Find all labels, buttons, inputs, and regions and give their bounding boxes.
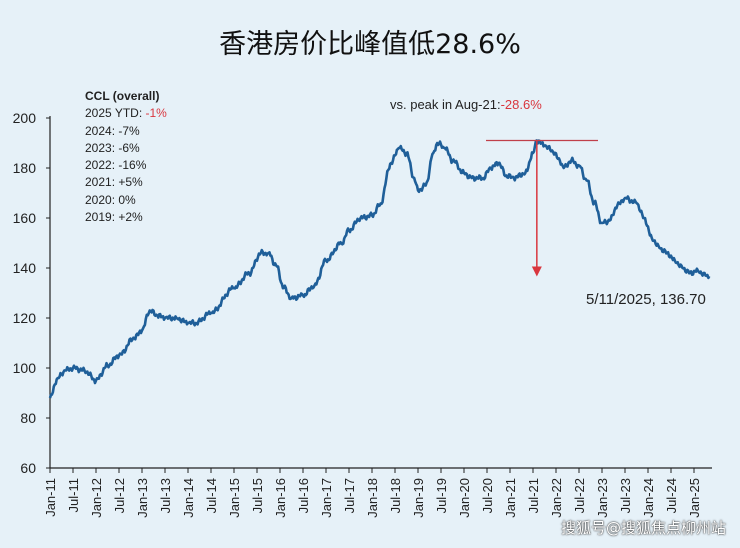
x-tick-label: Jul-16 [296, 478, 311, 513]
legend-row-label: 2024: [85, 123, 119, 138]
x-tick-label: Jul-24 [664, 478, 679, 513]
y-tick-label: 160 [13, 210, 37, 226]
x-tick-label: Jul-11 [66, 478, 81, 512]
x-tick-label: Jul-23 [618, 478, 633, 513]
legend-row-label: 2020: [85, 192, 119, 207]
legend-row: 2025 YTD: -1% [85, 105, 167, 122]
y-tick-label: 180 [13, 160, 37, 176]
legend-row-label: 2019: [85, 210, 119, 225]
x-tick-label: Jul-18 [388, 478, 403, 513]
legend-row-value: +2% [118, 210, 143, 225]
y-tick-label: 120 [13, 310, 37, 326]
x-tick-label: Jan-14 [181, 478, 196, 518]
legend-row-value: -1% [145, 106, 167, 121]
legend-row-label: 2025 YTD: [85, 106, 146, 121]
x-tick-label: Jan-11 [43, 478, 58, 517]
legend-header: CCL (overall) [85, 89, 160, 103]
legend-row-label: 2021: [85, 175, 119, 190]
x-tick-label: Jan-25 [687, 478, 702, 518]
peak-annotation: vs. peak in Aug-21:-28.6% [390, 97, 542, 112]
x-tick-label: Jan-20 [457, 478, 472, 518]
y-tick-label: 100 [13, 360, 37, 376]
y-tick-label: 200 [13, 110, 37, 126]
legend-row: 2024: -7% [85, 123, 167, 140]
last-value-label: 5/11/2025, 136.70 [586, 291, 706, 308]
x-tick-label: Jan-18 [365, 478, 380, 518]
y-tick-label: 80 [20, 410, 36, 426]
peak-value: -28.6% [500, 97, 542, 112]
legend-row-value: -6% [118, 140, 140, 155]
x-tick-label: Jan-16 [273, 478, 288, 518]
x-tick-label: Jan-24 [641, 478, 656, 518]
legend-row-value: 0% [118, 192, 136, 207]
legend-row: 2019: +2% [85, 209, 167, 226]
x-tick-label: Jul-14 [204, 478, 219, 513]
legend-row-label: 2023: [85, 140, 119, 155]
peak-label: vs. peak in Aug-21: [390, 97, 501, 112]
y-tick-label: 140 [13, 260, 37, 276]
legend-row-value: +5% [118, 175, 143, 190]
ccl-line [48, 139, 711, 399]
x-tick-label: Jul-12 [112, 478, 127, 513]
legend-row: 2022: -16% [85, 157, 167, 174]
x-tick-label: Jan-22 [549, 478, 564, 518]
x-tick-label: Jan-12 [89, 478, 104, 518]
legend-row-value: -16% [118, 158, 147, 173]
x-tick-label: Jan-23 [595, 478, 610, 518]
legend-row-value: -7% [118, 123, 140, 138]
legend-row: 2020: 0% [85, 192, 167, 209]
x-tick-label: Jan-13 [135, 478, 150, 518]
x-tick-label: Jan-15 [227, 478, 242, 518]
drop-arrow-head-icon [531, 266, 542, 277]
x-tick-label: Jul-20 [480, 478, 495, 513]
x-tick-label: Jul-15 [250, 478, 265, 513]
legend: CCL (overall) 2025 YTD: -1% 2024: -7% 2023… [85, 88, 167, 226]
x-tick-label: Jan-21 [503, 478, 518, 518]
watermark: 搜狐号@搜狐焦点柳州站 [560, 519, 726, 537]
x-tick-label: Jul-17 [342, 478, 357, 513]
x-tick-label: Jan-19 [411, 478, 426, 518]
x-tick-label: Jan-17 [319, 478, 334, 518]
x-tick-label: Jul-13 [158, 478, 173, 513]
x-tick-label: Jul-21 [526, 478, 541, 513]
x-tick-label: Jul-19 [434, 478, 449, 513]
y-tick-label: 60 [20, 460, 36, 476]
legend-row: 2021: +5% [85, 174, 167, 191]
chart-title: 香港房价比峰值低28.6% [219, 29, 521, 60]
legend-row: 2023: -6% [85, 140, 167, 157]
x-tick-label: Jul-22 [572, 478, 587, 513]
legend-row-label: 2022: [85, 158, 119, 173]
